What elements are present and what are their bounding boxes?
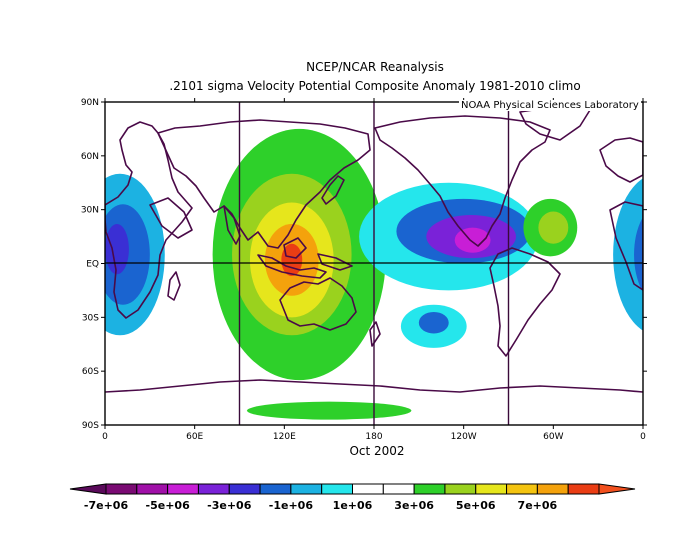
coastlines xyxy=(105,105,643,393)
colorbar-swatch xyxy=(105,483,138,495)
lon-tick-label: 120W xyxy=(451,432,477,442)
colorbar-swatch xyxy=(444,483,477,495)
lat-tick-label: 30S xyxy=(82,313,99,323)
time-period-label: Oct 2002 xyxy=(349,444,405,458)
lon-tick-label: 0 xyxy=(640,432,646,442)
coast-africa xyxy=(105,121,193,319)
colorbar-swatch xyxy=(475,483,508,495)
colorbar-swatch xyxy=(413,483,446,495)
anomaly-africa-deep xyxy=(105,224,129,275)
colorbar-swatch xyxy=(506,483,538,495)
colorbar-swatch xyxy=(382,483,415,495)
lon-tick-label: 60W xyxy=(543,432,563,442)
colorbar-swatch xyxy=(197,483,230,495)
chart-subtitle: .2101 sigma Velocity Potential Composite… xyxy=(169,79,581,93)
colorbar-swatch xyxy=(567,483,600,495)
anomaly-east-pacific-negative-core xyxy=(454,227,491,253)
colorbar-label: -5e+06 xyxy=(146,499,191,512)
coast-borneo xyxy=(283,237,307,259)
colorbar-swatch xyxy=(259,483,292,495)
colorbar-label: 5e+06 xyxy=(456,499,496,512)
coast-australia xyxy=(279,277,357,331)
coast-india xyxy=(223,205,241,245)
lat-tick-label: 60S xyxy=(82,367,99,377)
colorbar-swatch xyxy=(536,483,569,495)
colorbar-label: 3e+06 xyxy=(394,499,434,512)
lat-tick-label: 60N xyxy=(81,152,99,162)
coast-madagascar xyxy=(167,271,181,301)
colorbar-label: 7e+06 xyxy=(518,499,558,512)
colorbar-low-arrow xyxy=(69,483,107,495)
colorbar: -7e+06 -5e+06 -3e+06 -1e+06 1e+06 3e+06 5e+06 7… xyxy=(69,483,636,512)
coast-japan xyxy=(321,175,345,205)
chart-title: NCEP/NCAR Reanalysis xyxy=(306,60,444,74)
colorbar-swatch xyxy=(228,483,261,495)
colorbar-swatch xyxy=(167,483,199,495)
lat-tick-label: 30N xyxy=(81,206,99,216)
lat-tick-label: 90N xyxy=(81,98,99,108)
colorbar-label: -3e+06 xyxy=(207,499,252,512)
lon-tick-label: 180 xyxy=(365,432,382,442)
colorbar-high-arrow xyxy=(598,483,636,495)
colorbar-swatch xyxy=(290,483,323,495)
anomaly-south-pacific-negative-core xyxy=(418,311,449,334)
lat-tick-label: 90S xyxy=(82,421,99,431)
lon-tick-label: 0 xyxy=(102,432,108,442)
coast-africa-east-wrap xyxy=(609,201,643,291)
anomaly-antarctic-positive xyxy=(246,401,412,420)
lat-tick-label: EQ xyxy=(86,260,99,270)
lon-tick-label: 60E xyxy=(186,432,203,442)
coast-asia xyxy=(157,119,371,249)
colorbar-swatch xyxy=(321,483,353,495)
lon-tick-label: 120E xyxy=(273,432,296,442)
colorbar-label: -7e+06 xyxy=(84,499,129,512)
coast-new-guinea xyxy=(317,253,353,271)
colorbar-label: -1e+06 xyxy=(269,499,314,512)
colorbar-label: 1e+06 xyxy=(333,499,373,512)
coast-south-america xyxy=(489,247,561,357)
colorbar-swatch xyxy=(136,483,169,495)
coast-europe xyxy=(599,137,643,183)
coast-antarctica xyxy=(105,379,643,393)
anomaly-indian-ocean-negative-wrap xyxy=(613,178,643,331)
colorbar-swatch xyxy=(352,483,384,495)
latitude-ticks: 90N 60N 30N EQ 30S 60S 90S xyxy=(81,98,647,431)
coast-north-america xyxy=(374,115,551,247)
anomaly-indian-ocean-core-wrap xyxy=(634,217,643,292)
anomaly-atlantic-positive-core xyxy=(538,211,569,244)
anomaly-maritime-positive-core xyxy=(281,243,303,277)
data-source-credit: NOAA Physical Sciences Laboratory xyxy=(459,100,641,111)
coast-arabia xyxy=(149,197,193,239)
